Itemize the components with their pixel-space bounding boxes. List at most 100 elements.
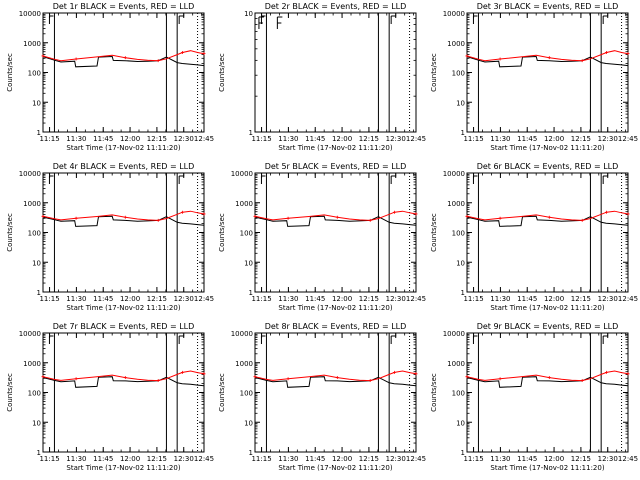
- y-tick-label: 10: [456, 259, 465, 267]
- x-tick-label: 11:45: [517, 295, 537, 303]
- y-tick-label: 1000: [235, 360, 253, 368]
- lld-point-marker: [605, 51, 609, 55]
- x-axis-label: Start Time (17-Nov-02 11:11:20): [278, 144, 392, 152]
- lld-point-marker: [74, 216, 78, 220]
- x-tick-label: 12:00: [332, 455, 352, 463]
- y-tick-label: 1: [37, 289, 41, 297]
- series-events-line: [42, 215, 205, 227]
- panel-title: Det 9r BLACK = Events, RED = LLD: [477, 322, 619, 331]
- lld-point-marker: [626, 212, 630, 216]
- interval-bracket-mark: [48, 335, 54, 344]
- lld-point-marker: [123, 56, 127, 60]
- x-tick-label: 11:45: [93, 455, 113, 463]
- x-tick-label: 12:30: [174, 455, 194, 463]
- x-tick-label: 12:45: [194, 295, 214, 303]
- y-tick-label: 1: [249, 449, 253, 457]
- x-tick-label: 12:45: [406, 135, 426, 143]
- interval-bracket-mark: [602, 335, 609, 344]
- x-tick-label: 12:30: [386, 295, 406, 303]
- lld-point-marker: [626, 52, 630, 56]
- x-tick-label: 11:30: [278, 455, 298, 463]
- lld-point-marker: [202, 52, 206, 56]
- plot-frame: [466, 332, 629, 453]
- x-tick-label: 12:15: [571, 295, 591, 303]
- x-tick-label: 12:00: [120, 135, 140, 143]
- lld-point-marker: [335, 215, 339, 219]
- lld-point-marker: [123, 376, 127, 380]
- series-events-line: [466, 215, 629, 227]
- y-axis-label: Counts/sec: [6, 213, 14, 252]
- lld-point-marker: [465, 54, 469, 58]
- lld-point-marker: [580, 59, 584, 63]
- lld-point-marker: [253, 214, 257, 218]
- panel-det-8: Det 8r BLACK = Events, RED = LLD 1 10 100 10…: [218, 322, 426, 472]
- y-axis-label: Counts/sec: [218, 53, 226, 92]
- x-tick-label: 12:15: [571, 455, 591, 463]
- x-tick-label: 12:45: [618, 295, 638, 303]
- lld-point-marker: [286, 377, 290, 381]
- y-tick-label: 100: [28, 70, 41, 78]
- y-tick-label: 1000: [23, 200, 41, 208]
- x-tick-label: 11:30: [490, 295, 510, 303]
- lld-point-marker: [414, 212, 418, 216]
- lld-point-marker: [41, 214, 45, 218]
- y-tick-label: 10: [32, 259, 41, 267]
- x-tick-label: 11:30: [66, 295, 86, 303]
- x-tick-label: 12:00: [544, 135, 564, 143]
- y-tick-label: 1000: [447, 360, 465, 368]
- y-tick-label: 10: [244, 419, 253, 427]
- plot-frame: [42, 172, 205, 293]
- panel-det-2: Det 2r BLACK = Events, RED = LLD 1 10 Count…: [218, 2, 426, 152]
- series-events-line: [42, 376, 205, 388]
- y-tick-label: 100: [240, 390, 253, 398]
- x-tick-label: 11:30: [490, 135, 510, 143]
- series-events-line: [254, 215, 417, 227]
- y-axis-label: Counts/sec: [6, 373, 14, 412]
- lld-point-marker: [181, 210, 185, 214]
- x-tick-label: 11:45: [305, 295, 325, 303]
- y-tick-label: 1000: [447, 200, 465, 208]
- y-tick-label: 1: [249, 129, 253, 137]
- x-axis-label: Start Time (17-Nov-02 11:11:20): [66, 144, 180, 152]
- x-tick-label: 12:45: [618, 135, 638, 143]
- x-tick-label: 11:45: [305, 135, 325, 143]
- y-tick-label: 1000: [447, 40, 465, 48]
- panel-title: Det 1r BLACK = Events, RED = LLD: [53, 2, 195, 11]
- lld-point-marker: [605, 370, 609, 374]
- x-tick-label: 12:30: [598, 455, 618, 463]
- x-tick-label: 12:15: [359, 135, 379, 143]
- interval-bracket-mark: [258, 16, 264, 29]
- plot-frame: [254, 12, 417, 133]
- panel-title: Det 4r BLACK = Events, RED = LLD: [53, 162, 195, 171]
- y-tick-label: 10: [244, 259, 253, 267]
- y-tick-label: 100: [452, 230, 465, 238]
- plot-frame: [254, 332, 417, 453]
- interval-bracket-mark: [260, 335, 266, 344]
- y-tick-label: 1: [461, 449, 465, 457]
- y-tick-label: 100: [28, 230, 41, 238]
- y-axis-label: Counts/sec: [218, 373, 226, 412]
- x-tick-label: 11:30: [278, 135, 298, 143]
- y-axis-label: Counts/sec: [430, 373, 438, 412]
- x-axis-label: Start Time (17-Nov-02 11:11:20): [490, 464, 604, 472]
- interval-bracket-mark: [260, 175, 266, 184]
- x-tick-label: 11:15: [251, 295, 271, 303]
- x-tick-label: 12:30: [598, 135, 618, 143]
- x-tick-label: 11:45: [305, 455, 325, 463]
- panel-det-9: Det 9r BLACK = Events, RED = LLD 1 10 100 10…: [430, 322, 638, 472]
- y-tick-label: 10000: [19, 10, 41, 18]
- interval-bracket-mark: [390, 175, 397, 184]
- series-lld-line: [466, 370, 629, 382]
- x-tick-label: 11:15: [463, 135, 483, 143]
- interval-bracket-mark: [178, 335, 185, 344]
- series-events-line: [254, 376, 417, 388]
- x-tick-label: 11:15: [251, 455, 271, 463]
- panel-title: Det 8r BLACK = Events, RED = LLD: [265, 322, 407, 331]
- y-tick-label: 10: [32, 99, 41, 107]
- lld-point-marker: [465, 214, 469, 218]
- y-tick-label: 10000: [443, 330, 465, 338]
- interval-bracket-mark: [48, 175, 54, 184]
- series-lld-line: [466, 50, 629, 62]
- x-axis-label: Start Time (17-Nov-02 11:11:20): [490, 144, 604, 152]
- y-tick-label: 10000: [443, 10, 465, 18]
